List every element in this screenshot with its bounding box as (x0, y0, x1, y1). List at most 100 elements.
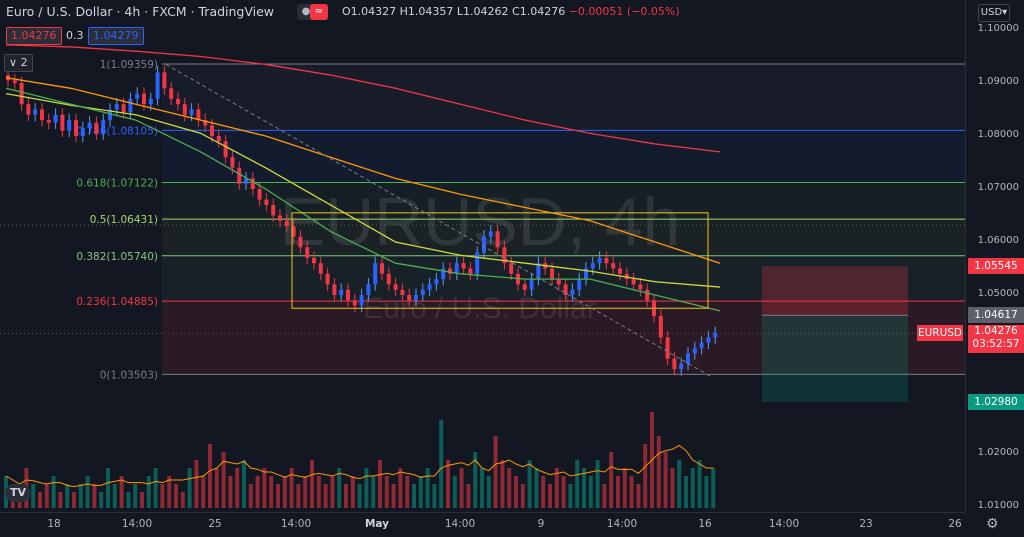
volume-bar (663, 452, 668, 508)
volume-bar (337, 468, 342, 508)
candle-body (461, 263, 466, 269)
candle-body (298, 236, 303, 248)
fib-label: 0.236(1.04885) (76, 296, 158, 308)
candle-body (672, 358, 677, 370)
candle-body (291, 226, 296, 237)
volume-bar (473, 452, 478, 508)
candle-body (223, 141, 228, 158)
candle-body (522, 284, 527, 290)
candle-body (448, 268, 452, 274)
volume-ma-line (5, 444, 714, 488)
candle-body (420, 289, 425, 295)
volume-bar (622, 468, 627, 508)
time-tick-label: 26 (948, 518, 962, 530)
volume-bar (38, 492, 42, 508)
volume-bar (568, 484, 573, 508)
volume-bar (656, 436, 661, 508)
candle-body (346, 289, 350, 301)
volume-bar (255, 476, 260, 508)
volume-bar (221, 452, 226, 508)
candle-body (400, 289, 405, 295)
candle-body (278, 215, 282, 221)
candle-body (414, 295, 418, 301)
candle-body (454, 263, 459, 274)
alert-wave-icon[interactable]: ≈ (310, 4, 328, 20)
volume-bar (507, 468, 512, 508)
fib-zone (162, 219, 965, 256)
candle-body (203, 120, 208, 126)
chart-plot-area[interactable]: EURUSD, 4hEuro / U.S. Dollar1(1.09359)0.… (0, 0, 965, 512)
candle-body (33, 109, 38, 115)
candle-body (216, 136, 221, 142)
volume-bar (541, 476, 546, 508)
candle-body (556, 279, 561, 285)
candle-body (482, 236, 486, 253)
volume-bar (371, 476, 376, 508)
volume-bar (187, 468, 192, 508)
candle-body (12, 80, 17, 83)
candle-body (40, 109, 44, 121)
indicator-toggle[interactable]: ∨ 2 (4, 54, 33, 72)
candle-body (692, 348, 697, 354)
time-axis[interactable]: 18 14:00 25 14:00 May 14:00 9 14:00 16 14:00 23 26 (0, 512, 965, 537)
short-stop-zone (762, 266, 908, 316)
sell-button[interactable]: 1.04276 (6, 27, 62, 45)
tradingview-logo-icon[interactable]: TV (5, 484, 31, 502)
moving-average-line (5, 92, 721, 288)
candle-body (108, 109, 112, 121)
volume-bar (595, 460, 600, 508)
candle-body (257, 189, 262, 200)
candle-body (189, 109, 194, 115)
candle-body (155, 72, 160, 99)
candle-body (101, 120, 106, 134)
volume-bar (350, 476, 355, 508)
volume-bar (262, 468, 267, 508)
price-tick-label: 1.10000 (977, 23, 1019, 34)
volume-bar (174, 484, 178, 508)
price-scale[interactable]: 1.10000 1.09000 1.08000 1.07000 1.06000 1.050… (965, 0, 1024, 512)
volume-bar (31, 484, 36, 508)
volume-bar (201, 476, 206, 508)
volume-bar (316, 476, 321, 508)
fib-zone (162, 301, 965, 375)
candle-body (570, 289, 575, 295)
volume-bar (167, 476, 172, 508)
volume-bar (344, 484, 348, 508)
volume-bar (160, 484, 165, 508)
open-value: O1.04327 (342, 5, 397, 18)
high-value: H1.04357 (399, 5, 454, 18)
volume-bar (575, 460, 580, 508)
candle-body (407, 295, 412, 301)
candle-body (169, 88, 174, 99)
candle-body (74, 120, 78, 136)
volume-bar (405, 476, 410, 508)
volume-bar (51, 476, 56, 508)
target-price-tag: 1.02980 (968, 394, 1024, 411)
candle-body (284, 220, 289, 227)
candle-body (713, 333, 718, 338)
price-tick-label: 1.01000 (977, 500, 1019, 511)
entry-price-tag: 1.04617 (968, 307, 1024, 324)
volume-bar (248, 484, 253, 508)
candle-body (380, 263, 384, 274)
settings-gear-icon[interactable]: ⚙ (986, 516, 999, 532)
volume-bar (418, 476, 423, 508)
price-tick-label: 1.08000 (977, 129, 1019, 140)
candle-body (87, 122, 92, 129)
volume-bar (459, 468, 464, 508)
currency-select[interactable]: USD▾ (978, 4, 1010, 22)
candle-body (352, 300, 357, 306)
last-price-tag: 1.04276 03:52:57 (968, 325, 1024, 354)
volume-bar (310, 460, 314, 508)
candle-body (441, 268, 446, 280)
candle-body (475, 252, 480, 274)
candle-body (495, 231, 500, 248)
volume-bar (99, 492, 104, 508)
watermark-symbol: EURUSD, 4h (280, 184, 681, 260)
volume-bar (697, 460, 702, 508)
candle-body (686, 353, 690, 364)
buy-button[interactable]: 1.04279 (88, 27, 144, 45)
fib-label: 1(1.09359) (100, 59, 158, 71)
candle-body (312, 257, 316, 264)
volume-bar (527, 460, 532, 508)
